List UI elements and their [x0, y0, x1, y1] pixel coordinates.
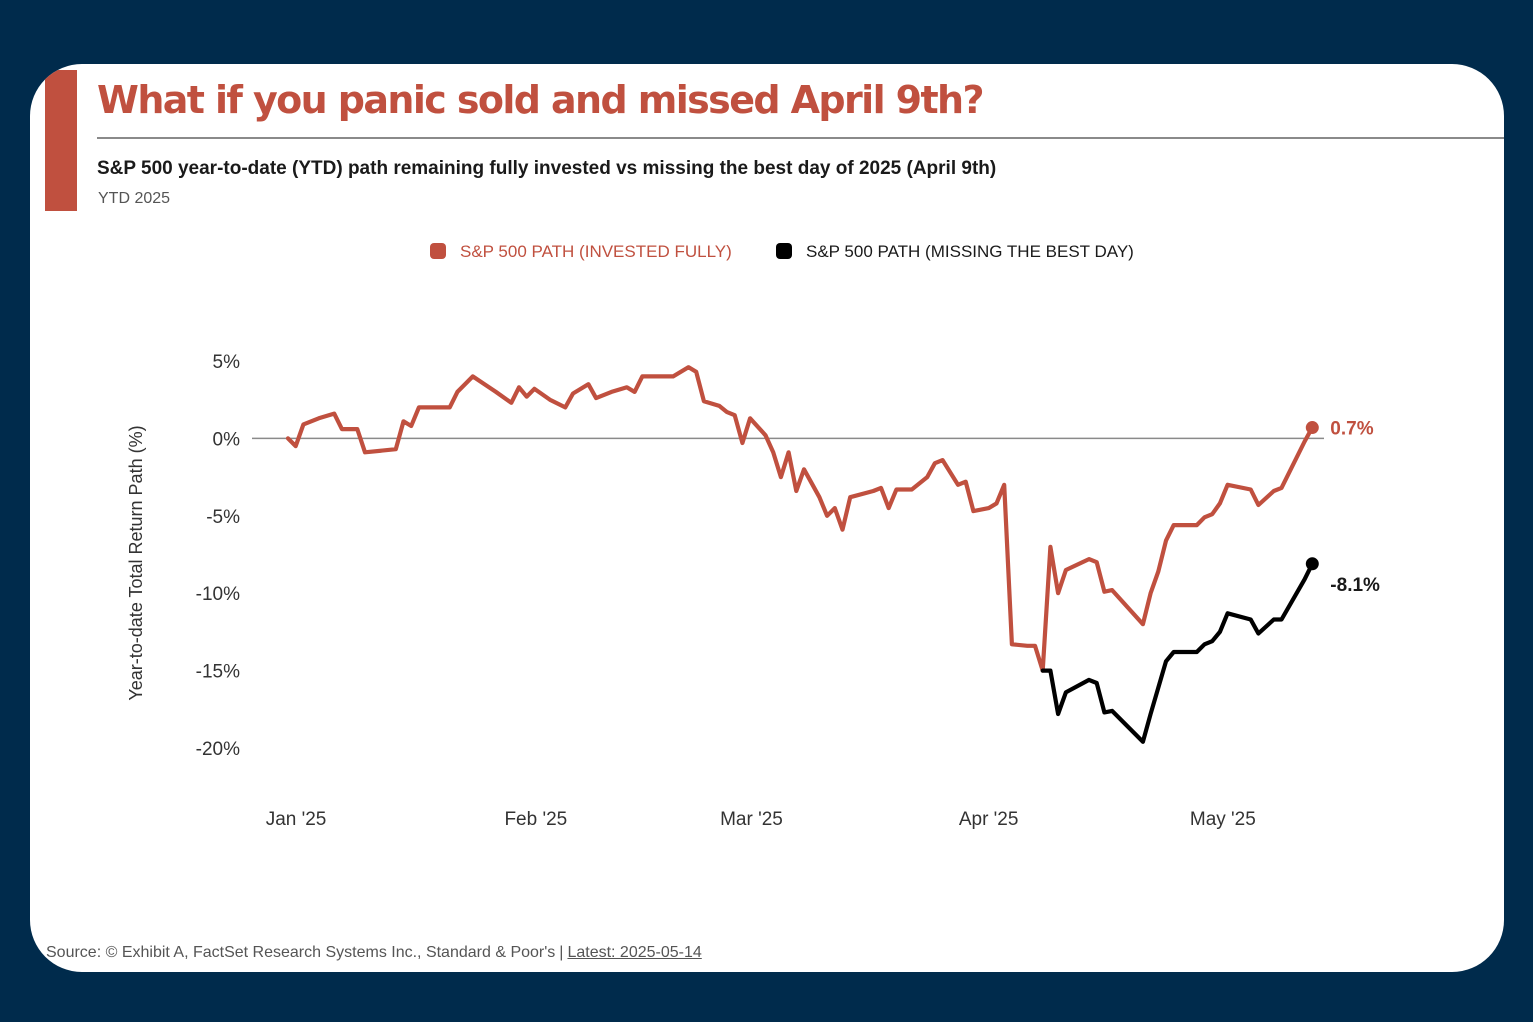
- x-tick-label: Feb '25: [504, 809, 567, 830]
- footer-separator: |: [559, 944, 564, 961]
- accent-bar: [45, 70, 77, 211]
- series-line-invested: [285, 365, 1315, 673]
- y-tick-label: -20%: [196, 739, 240, 760]
- end-label-missing: -8.1%: [1330, 575, 1380, 596]
- source-text: Source: © Exhibit A, FactSet Research Sy…: [46, 944, 556, 961]
- chart-subtitle: S&P 500 year-to-date (YTD) path remainin…: [97, 158, 997, 179]
- x-tick-label: May '25: [1190, 809, 1256, 830]
- y-tick-label: -15%: [196, 662, 240, 683]
- x-tick-label: Jan '25: [266, 809, 327, 830]
- latest-date-link[interactable]: Latest: 2025-05-14: [567, 944, 702, 961]
- chart-title: What if you panic sold and missed April …: [97, 78, 985, 122]
- end-point-missing: [1305, 557, 1319, 571]
- y-tick-label: -5%: [206, 507, 240, 528]
- legend-swatch-missing: [776, 243, 792, 259]
- legend-swatch-invested: [430, 243, 446, 259]
- x-tick-label: Apr '25: [959, 809, 1019, 830]
- end-point-invested: [1305, 421, 1319, 435]
- y-tick-label: 0%: [213, 429, 241, 450]
- x-tick-label: Mar '25: [720, 809, 783, 830]
- y-tick-label: 5%: [213, 352, 241, 373]
- title-divider: [97, 137, 1504, 139]
- end-label-invested: 0.7%: [1330, 419, 1373, 440]
- y-axis-label: Year-to-date Total Return Path (%): [126, 425, 146, 700]
- series-line-missing: [1040, 561, 1315, 744]
- chart-card: What if you panic sold and missed April …: [30, 64, 1504, 972]
- legend-item-invested: S&P 500 PATH (INVESTED FULLY): [430, 242, 732, 262]
- legend-label-missing: S&P 500 PATH (MISSING THE BEST DAY): [806, 242, 1134, 261]
- line-chart: 5% 0% -5% -10% -15% -20% Year-to-date Total Re…: [126, 352, 1380, 830]
- period-label: YTD 2025: [98, 190, 171, 207]
- legend-label-invested: S&P 500 PATH (INVESTED FULLY): [460, 242, 732, 261]
- legend-item-missing: S&P 500 PATH (MISSING THE BEST DAY): [776, 242, 1134, 262]
- source-footer: Source: © Exhibit A, FactSet Research Sy…: [46, 944, 702, 962]
- y-tick-label: -10%: [196, 584, 240, 605]
